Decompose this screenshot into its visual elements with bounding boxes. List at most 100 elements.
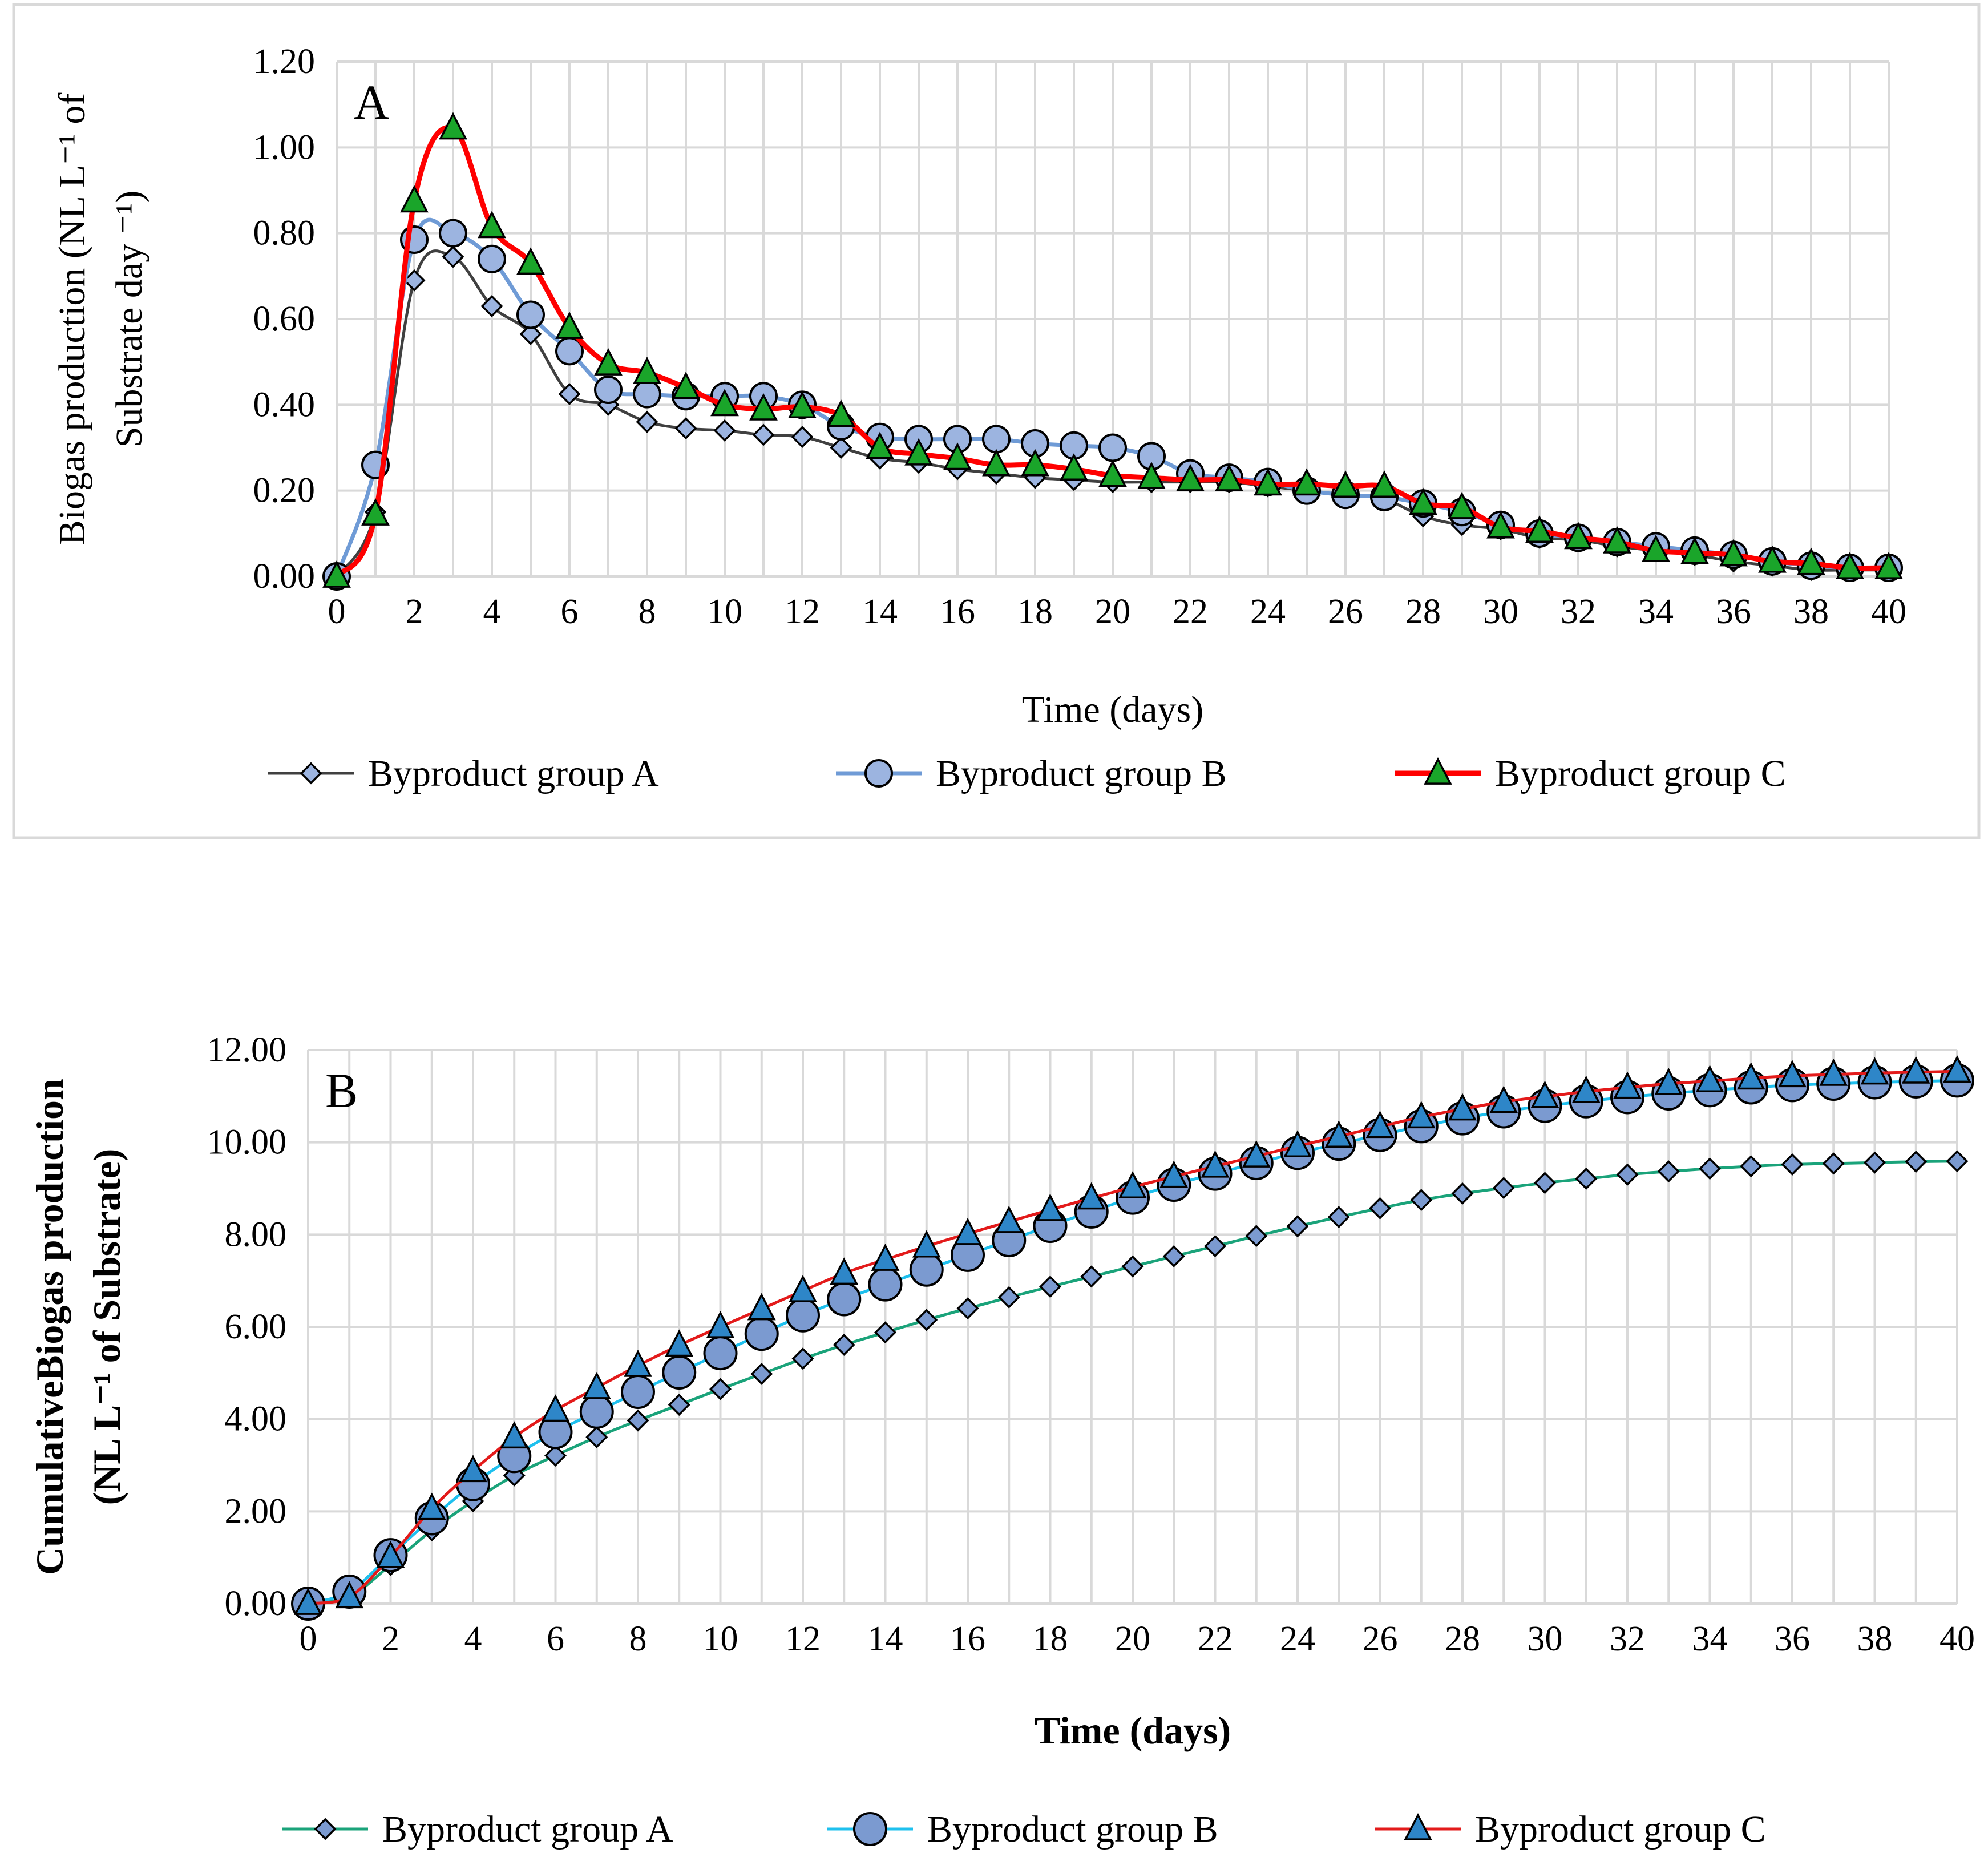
chart-panel-a: 0.00 0.20 0.40 0.60 0.80 1.00 1.20 0 2 4 6 8 10 12 14 1… [0,0,1988,856]
diamond-marker [403,269,426,292]
x-tick-label: 28 [1405,592,1441,631]
triangle-marker [400,185,429,213]
x-tick-label: 28 [1445,1620,1480,1658]
y-tick-label: 0.00 [253,557,316,596]
x-tick-label: 20 [1115,1620,1150,1658]
triangle-marker [594,348,623,376]
triangle-marker [1424,757,1452,785]
triangle-marker [1525,515,1554,543]
y-axis-title-line2: Substrate day ⁻¹) [108,191,150,448]
diamond-marker [1121,1255,1144,1278]
triangle-marker [439,112,467,140]
x-tick-label: 30 [1483,592,1518,631]
series-byproduct-group-a [297,1150,1969,1615]
triangle-marker [827,399,855,427]
chart-panel-b: 0.00 2.00 4.00 6.00 8.00 10.00 12.00 0 2 4 6 8 10 12 1… [0,1004,1988,1869]
triangle-marker [789,1274,817,1302]
x-tick-label: 18 [1033,1620,1068,1658]
x-tick-label: 16 [950,1620,985,1658]
x-tick-label: 40 [1871,592,1906,631]
diamond-marker [752,423,775,446]
diamond-marker [1740,1155,1763,1178]
triangle-marker [1254,468,1282,496]
x-tick-label: 12 [785,592,820,631]
circle-marker [1098,433,1127,462]
triangle-marker [1564,522,1593,550]
diamond-marker [1616,1163,1639,1186]
triangle-marker [672,372,700,399]
diamond-marker [674,417,697,440]
triangle-marker [624,1349,652,1377]
circle-marker [786,1298,820,1333]
y-tick-label: 0.80 [253,214,316,253]
x-tick-label: 4 [483,592,501,631]
triangle-marker [516,247,545,275]
triangle-marker [633,356,661,384]
triangle-marker [1874,551,1903,579]
legend-item: Byproduct group C [1395,753,1786,794]
triangle-marker [830,1257,859,1285]
x-tick-label: 6 [561,592,579,631]
x-tick-label: 24 [1280,1620,1315,1658]
x-tick-label: 40 [1939,1620,1975,1658]
y-tick-label: 1.20 [253,42,316,81]
triangle-marker [1943,1055,1971,1083]
circle-marker [594,376,623,405]
triangle-marker [1324,1120,1353,1148]
triangle-marker [1331,470,1360,498]
triangle-marker [1613,1071,1642,1099]
x-tick-label: 2 [406,592,423,631]
triangle-marker [1242,1140,1271,1168]
diamond-marker [713,419,736,442]
diamond-marker [956,1297,979,1320]
x-tick-label: 38 [1857,1620,1893,1658]
legend-item: Byproduct group A [282,1809,673,1850]
diamond-marker [791,1347,814,1370]
diamond-marker [1039,1275,1061,1298]
legend: Byproduct group A Byproduct group B Byprod… [282,1809,1766,1850]
triangle-marker [541,1394,570,1422]
y-tick-label: 6.00 [225,1307,287,1346]
diamond-marker [1369,1197,1391,1220]
triangle-marker [1486,511,1515,539]
triangle-marker [1215,463,1243,491]
circle-marker [982,425,1011,454]
triangle-marker [1407,1101,1436,1129]
triangle-marker [1571,1075,1601,1103]
y-tick-label: 4.00 [225,1400,287,1439]
y-tick-label: 2.00 [225,1492,287,1531]
diamond-marker [997,1286,1020,1309]
y-tick-label: 0.00 [225,1584,287,1623]
triangle-marker [1060,453,1088,481]
diamond-marker [668,1394,690,1416]
x-tick-label: 12 [785,1620,821,1658]
triangle-marker [1077,1182,1106,1210]
x-tick-label: 22 [1198,1620,1233,1658]
series-byproduct-group-c [322,112,1903,588]
diamond-marker [1946,1150,1969,1173]
triangle-marker [710,389,739,417]
legend-item: Byproduct group A [268,753,659,794]
x-tick-label: 32 [1610,1620,1645,1658]
triangle-marker [1836,551,1864,579]
y-tick-label: 1.00 [253,128,316,167]
y-tick-label: 0.40 [253,385,316,424]
diamond-marker [1699,1157,1721,1180]
legend-item: Byproduct group C [1375,1809,1766,1850]
x-tick-label: 30 [1528,1620,1563,1658]
x-tick-label: 4 [464,1620,482,1658]
diamond-marker [1327,1206,1350,1229]
x-tick-label: 6 [547,1620,564,1658]
circle-marker [744,1317,779,1351]
diamond-marker [874,1321,896,1344]
triangle-marker [1283,1130,1312,1158]
x-tick-label: 36 [1775,1620,1810,1658]
triangle-marker [1404,1813,1432,1840]
circle-marker [853,1812,887,1846]
gridlines [307,1049,1958,1605]
triangle-marker [1176,463,1205,491]
legend-label: Byproduct group B [936,753,1227,794]
triangle-marker [953,1217,982,1245]
triangle-marker [995,1205,1024,1233]
x-axis-title: Time (days) [1022,689,1203,730]
